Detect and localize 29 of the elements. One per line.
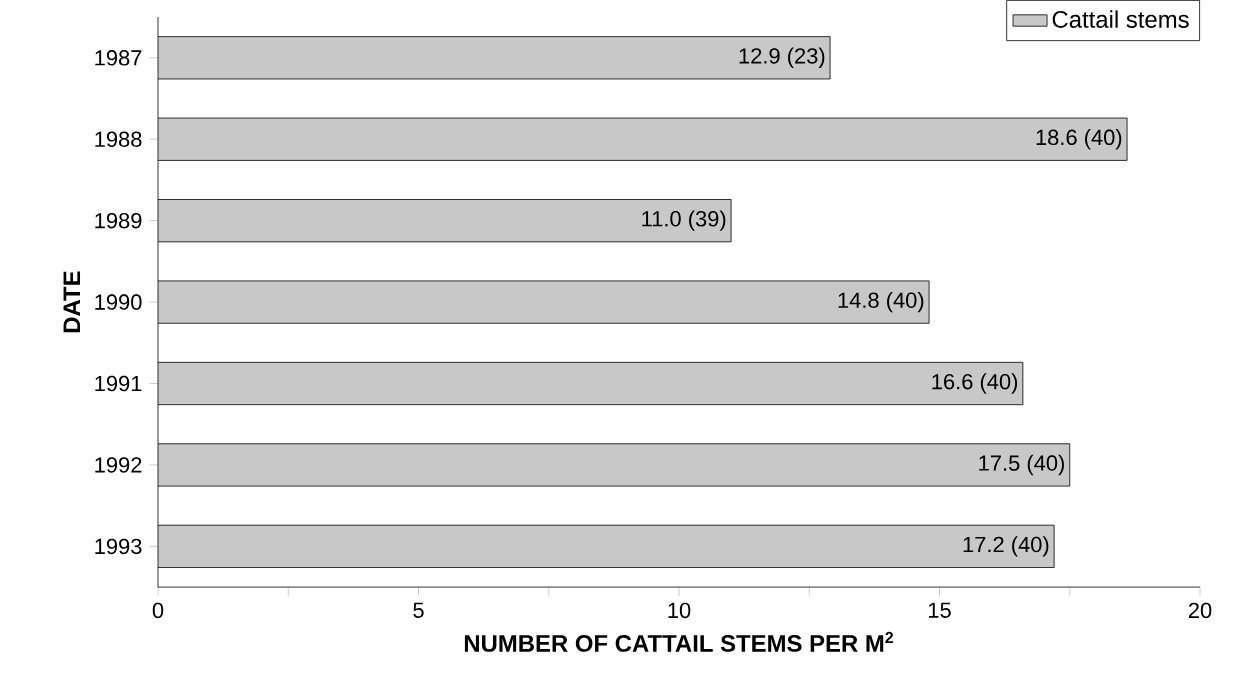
data-label: 17.2 (40) [963, 536, 1049, 557]
bar [158, 199, 732, 243]
data-label: 16.6 (40) [932, 373, 1018, 394]
data-label: 18.6 (40) [1036, 129, 1122, 150]
y-tick-label: 1990 [95, 294, 142, 310]
x-tick-label: 15 [928, 602, 951, 618]
x-tick-label: 5 [413, 602, 424, 618]
data-label: 17.5 (40) [979, 454, 1064, 476]
bar [158, 443, 1071, 487]
data-label: 14.8 (40) [838, 291, 924, 313]
y-tick-label: 1987 [95, 50, 142, 66]
data-label: 11.0 (39) [642, 210, 726, 231]
bar [158, 117, 1128, 161]
bar [158, 36, 831, 80]
y-tick-label: 1989 [95, 212, 142, 229]
bar [158, 361, 1024, 406]
data-label: 12.9 (23) [739, 47, 825, 68]
x-tick-label: 20 [1188, 602, 1212, 619]
bar [158, 280, 930, 324]
x-axis-title: NUMBER OF CATTAIL STEMS PER M$^{2}$ [464, 631, 894, 652]
x-tick-label: 10 [668, 602, 691, 619]
y-tick-label: 1992 [95, 457, 142, 473]
legend-label: Cattail stems [1052, 10, 1189, 28]
bar [158, 524, 1055, 568]
y-axis-title: DATE [63, 271, 81, 333]
y-tick-label: 1988 [95, 131, 142, 147]
y-tick-label: 1991 [95, 375, 142, 392]
y-tick-label: 1993 [95, 538, 142, 555]
x-tick-label: 0 [152, 602, 164, 619]
